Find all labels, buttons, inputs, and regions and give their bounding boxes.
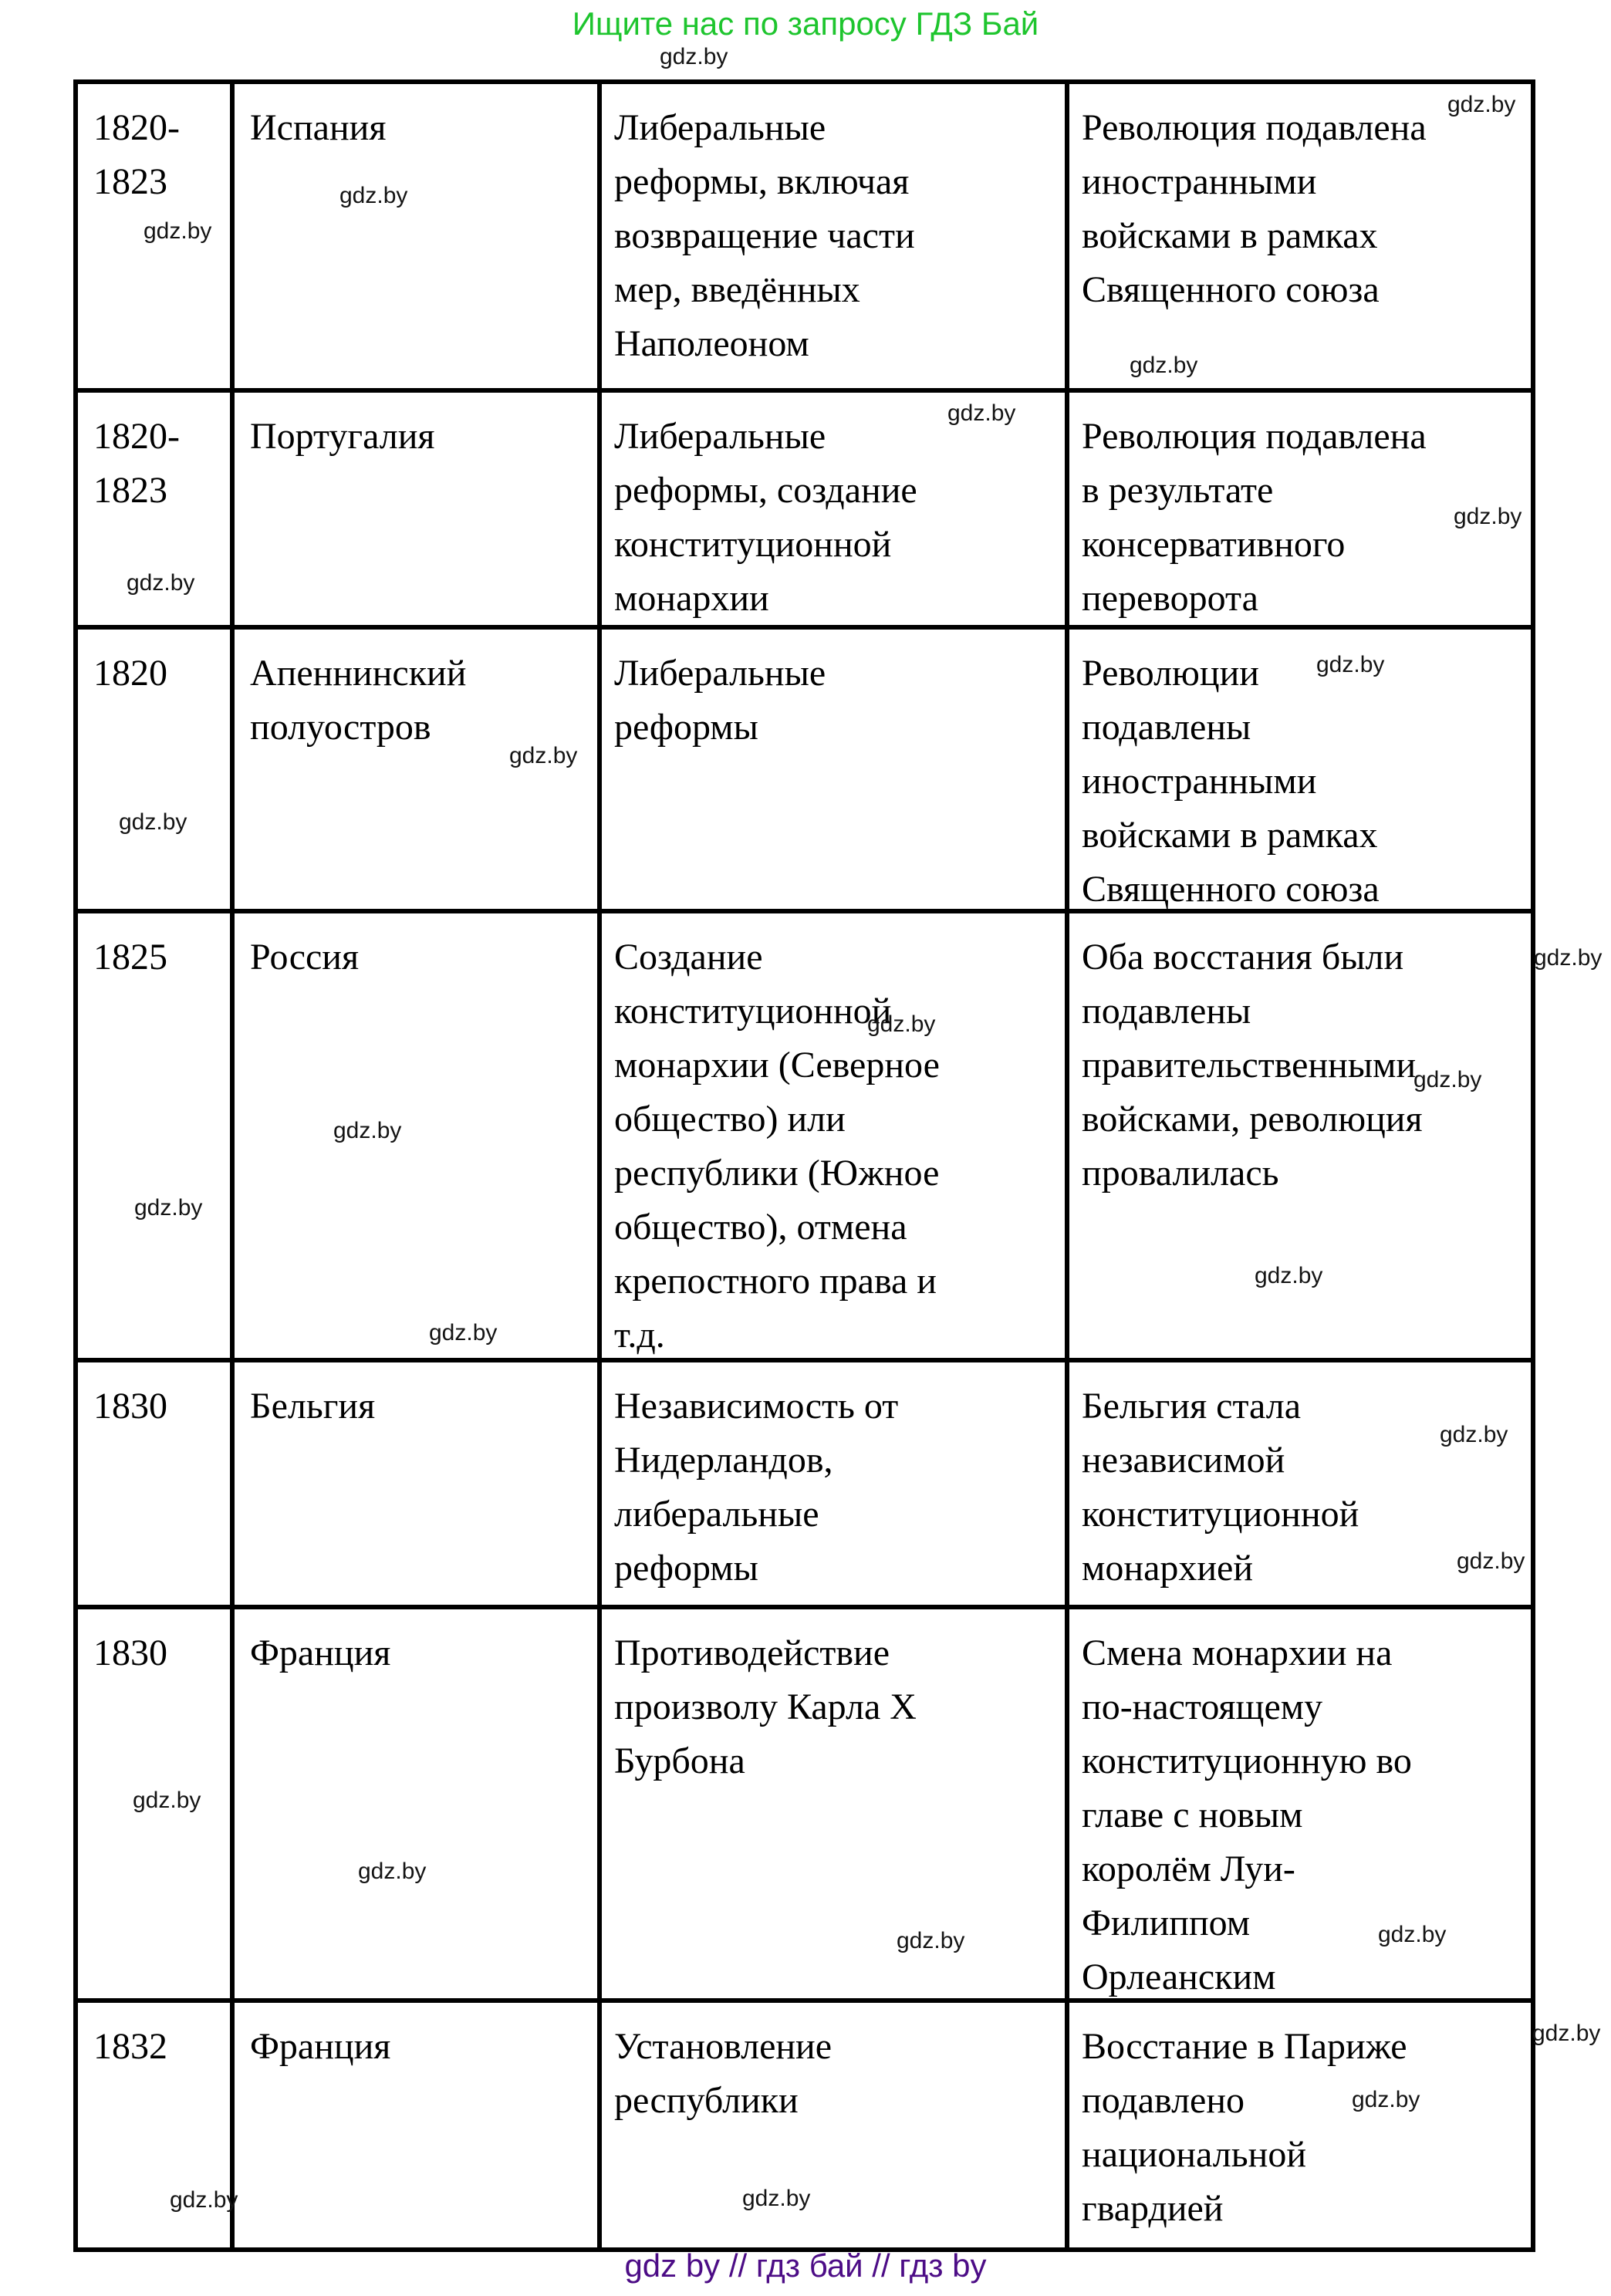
cell-result: Революции подавлены иностранными войскам… (1069, 630, 1531, 913)
gdz-watermark: gdz.by (1378, 1922, 1447, 1947)
gdz-watermark: gdz.by (119, 809, 187, 835)
cell-result: Оба восстания были подавлены правительст… (1069, 913, 1531, 1362)
gdz-watermark: gdz.by (170, 2187, 238, 2213)
cell-country: Бельгия (235, 1362, 602, 1609)
gdz-watermark: gdz.by (660, 44, 728, 69)
cell-goal: Создание конституционной монархии (Север… (602, 913, 1069, 1362)
gdz-watermark: gdz.by (1352, 2087, 1420, 2112)
gdz-watermark: gdz.by (144, 218, 212, 244)
gdz-watermark: gdz.by (1130, 353, 1198, 378)
gdz-watermark: gdz.by (897, 1928, 965, 1953)
cell-result: Смена монархии на по-настоящему конститу… (1069, 1609, 1531, 2003)
gdz-watermark: gdz.by (429, 1320, 498, 1346)
gdz-watermark: gdz.by (339, 183, 408, 208)
cell-goal: Независимость от Нидерландов, либеральны… (602, 1362, 1069, 1609)
cell-result: Восстание в Париже подавлено национально… (1082, 2026, 1407, 2229)
cell-years: 1825 (78, 913, 235, 1362)
cell-result: Революция подавлена иностранными войскам… (1069, 84, 1531, 393)
gdz-watermark: gdz.by (127, 570, 195, 596)
cell-years: 1832 (78, 2003, 235, 2247)
gdz-watermark: gdz.by (333, 1118, 402, 1143)
cell-country: Португалия (235, 393, 602, 630)
gdz-watermark: gdz.by (1454, 504, 1522, 529)
cell-country: Испания (235, 84, 602, 393)
cell-years: 1830 (78, 1362, 235, 1609)
gdz-watermark: gdz.by (1413, 1067, 1482, 1092)
gdz-watermark: gdz.by (134, 1195, 203, 1221)
revolutions-table: 1820-1823 Испания Либеральные реформы, в… (73, 79, 1535, 2252)
cell-years: 1820 (78, 630, 235, 913)
gdz-watermark: gdz.by (1534, 945, 1603, 971)
cell-country: Россия (235, 913, 602, 1362)
gdz-watermark: gdz.by (867, 1011, 936, 1037)
gdz-watermark: gdz.by (742, 2186, 811, 2211)
cell-goal: Противодействие произволу Карла X Бурбон… (602, 1609, 1069, 2003)
cell-country: Франция (235, 2003, 602, 2247)
cell-years: 1820-1823 (78, 84, 235, 393)
gdz-watermark: gdz.by (1316, 652, 1385, 677)
gdz-watermark: gdz.by (1440, 1422, 1508, 1447)
gdz-watermark: gdz.by (947, 400, 1016, 426)
gdz-watermark: gdz.by (133, 1788, 201, 1813)
cell-country: Апеннинский полуостров (235, 630, 602, 913)
cell-country: Франция (235, 1609, 602, 2003)
gdz-watermark: gdz.by (1457, 1548, 1525, 1574)
promo-banner: Ищите нас по запросу ГДЗ Бай (572, 5, 1039, 42)
footer-site-links: gdz by // гдз бай // гдз by (624, 2247, 987, 2284)
cell-goal: Либеральные реформы, включая возвращение… (602, 84, 1069, 393)
gdz-watermark: gdz.by (1255, 1263, 1323, 1288)
gdz-watermark: gdz.by (509, 743, 578, 768)
cell-result: Революция подавлена в результате консерв… (1069, 393, 1531, 630)
gdz-watermark: gdz.by (1447, 92, 1516, 117)
cell-goal: Установление республики (602, 2003, 1069, 2247)
cell-goal: Либеральные реформы (602, 630, 1069, 913)
cell-years: 1820-1823 (78, 393, 235, 630)
gdz-watermark: gdz.by (1532, 2021, 1601, 2046)
cell-result: Бельгия стала независимой конституционно… (1069, 1362, 1531, 1609)
cell-years: 1830 (78, 1609, 235, 2003)
gdz-watermark: gdz.by (358, 1859, 427, 1884)
cell-goal: Либеральные реформы, создание конституци… (602, 393, 1069, 630)
